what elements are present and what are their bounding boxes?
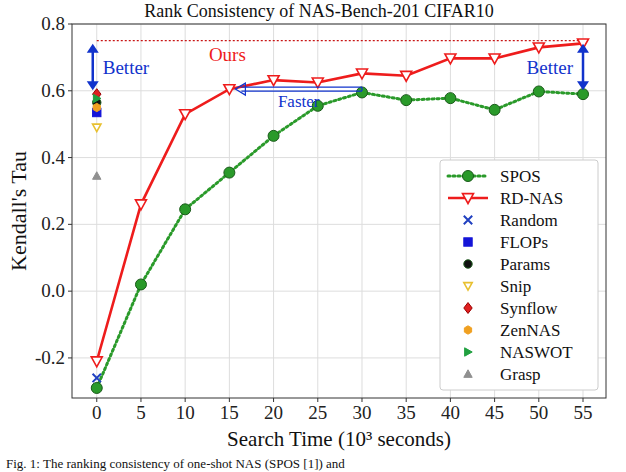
y-grid-line bbox=[72, 157, 606, 158]
annotation: Faster bbox=[278, 92, 320, 111]
data-point bbox=[268, 76, 279, 86]
y-tick bbox=[68, 24, 72, 25]
title: Rank Consistency of NAS-Bench-201 CIFAR1… bbox=[144, 1, 494, 21]
x-grid-line bbox=[96, 24, 97, 398]
plot-frame bbox=[72, 24, 606, 398]
legend-label: NASWOT bbox=[500, 343, 573, 362]
y-tick bbox=[68, 357, 72, 358]
data-point bbox=[489, 104, 500, 115]
grid bbox=[72, 24, 606, 398]
legend-label: SPOS bbox=[500, 167, 541, 186]
data-point bbox=[312, 78, 323, 88]
data-point bbox=[401, 71, 412, 81]
legend-label: Params bbox=[500, 255, 550, 274]
reference-line bbox=[97, 40, 583, 41]
y-tick-label: -0.2 bbox=[35, 347, 65, 368]
data-point bbox=[445, 93, 456, 104]
x-tick-label: 0 bbox=[92, 402, 102, 423]
legend-label: Synflow bbox=[500, 299, 558, 318]
legend-marker bbox=[463, 194, 474, 204]
y-grid-line bbox=[72, 90, 606, 91]
y-tick bbox=[68, 291, 72, 292]
better-arrow-right bbox=[577, 44, 589, 90]
y-tick-label: 0.6 bbox=[41, 80, 65, 101]
arrow-head bbox=[87, 44, 99, 53]
data-point bbox=[91, 357, 102, 367]
data-point bbox=[445, 54, 456, 64]
x-grid-line bbox=[229, 24, 230, 398]
y-tick bbox=[68, 90, 72, 91]
legend-label: RD-NAS bbox=[500, 189, 563, 208]
legend-label: ZenNAS bbox=[500, 321, 560, 340]
data-point bbox=[180, 110, 191, 120]
x-tick-label: 15 bbox=[220, 402, 239, 423]
arrow-head bbox=[577, 81, 589, 90]
annotation: Ours bbox=[209, 44, 246, 65]
background bbox=[0, 0, 626, 472]
legend-marker bbox=[464, 326, 471, 334]
x-tick-label: 10 bbox=[176, 402, 195, 423]
data-point bbox=[93, 94, 101, 102]
legend-marker bbox=[465, 348, 473, 356]
data-point bbox=[224, 85, 235, 95]
x-tick-label: 5 bbox=[136, 402, 146, 423]
chart: 0 5 10 15 20 25 30 35 40 45 50 55 -0.2 0.0 0.2 0.4 0.6 0.… bbox=[0, 0, 626, 472]
legend-marker bbox=[464, 238, 472, 246]
legend-marker bbox=[464, 216, 472, 224]
data-point bbox=[578, 89, 589, 100]
annotation: Better bbox=[527, 57, 574, 78]
x-tick-label: 25 bbox=[308, 402, 327, 423]
data-point bbox=[356, 87, 367, 98]
data-point bbox=[135, 279, 146, 290]
legend-marker bbox=[464, 260, 472, 268]
data-point bbox=[135, 200, 146, 210]
x-tick-label: 35 bbox=[397, 402, 416, 423]
legend: SPOS RD-NAS Random FLOPs Params Snip Synflow Ze… bbox=[440, 160, 598, 390]
legend-label: FLOPs bbox=[500, 233, 548, 252]
y-axis-label: Kendall's Tau bbox=[6, 151, 31, 271]
data-point bbox=[91, 382, 102, 393]
legend-marker bbox=[464, 283, 472, 291]
y-tick-label: 0.4 bbox=[41, 147, 65, 168]
annotation: Better bbox=[103, 57, 150, 78]
data-point bbox=[93, 374, 101, 382]
arrow-head bbox=[235, 83, 245, 95]
caption: Fig. 1: The ranking consistency of one-s… bbox=[6, 456, 345, 471]
better-arrow-left bbox=[87, 44, 99, 90]
x-tick-label: 30 bbox=[352, 402, 371, 423]
legend-marker bbox=[463, 171, 474, 182]
data-point bbox=[489, 54, 500, 64]
data-point bbox=[356, 69, 367, 79]
legend-label: Grasp bbox=[500, 365, 541, 384]
data-point bbox=[533, 86, 544, 97]
data-point bbox=[533, 43, 544, 53]
arrow-head bbox=[87, 81, 99, 90]
y-tick-label: 0.8 bbox=[41, 13, 65, 34]
legend-label: Snip bbox=[500, 277, 531, 296]
x-tick-label: 50 bbox=[529, 402, 548, 423]
legend-marker bbox=[464, 370, 472, 378]
y-tick bbox=[68, 224, 72, 225]
y-tick-label: 0.2 bbox=[41, 213, 65, 234]
x-tick-label: 40 bbox=[441, 402, 460, 423]
data-point bbox=[93, 172, 101, 180]
series-line bbox=[97, 43, 583, 361]
series-line bbox=[97, 91, 583, 388]
legend-frame bbox=[440, 160, 598, 390]
data-point bbox=[224, 167, 235, 178]
arrow-head bbox=[577, 44, 589, 53]
legend-marker bbox=[464, 303, 472, 314]
x-tick-label: 20 bbox=[264, 402, 283, 423]
data-point bbox=[180, 204, 191, 215]
data-point bbox=[401, 95, 412, 106]
x-tick-label: 45 bbox=[485, 402, 504, 423]
data-point bbox=[93, 103, 100, 111]
x-axis-label: Search Time (10³ seconds) bbox=[227, 427, 451, 451]
y-tick-label: 0.0 bbox=[41, 280, 65, 301]
data-point bbox=[268, 130, 279, 141]
legend-label: Random bbox=[500, 211, 558, 230]
data-point bbox=[93, 124, 101, 132]
x-tick-label: 55 bbox=[574, 402, 593, 423]
y-tick bbox=[68, 157, 72, 158]
